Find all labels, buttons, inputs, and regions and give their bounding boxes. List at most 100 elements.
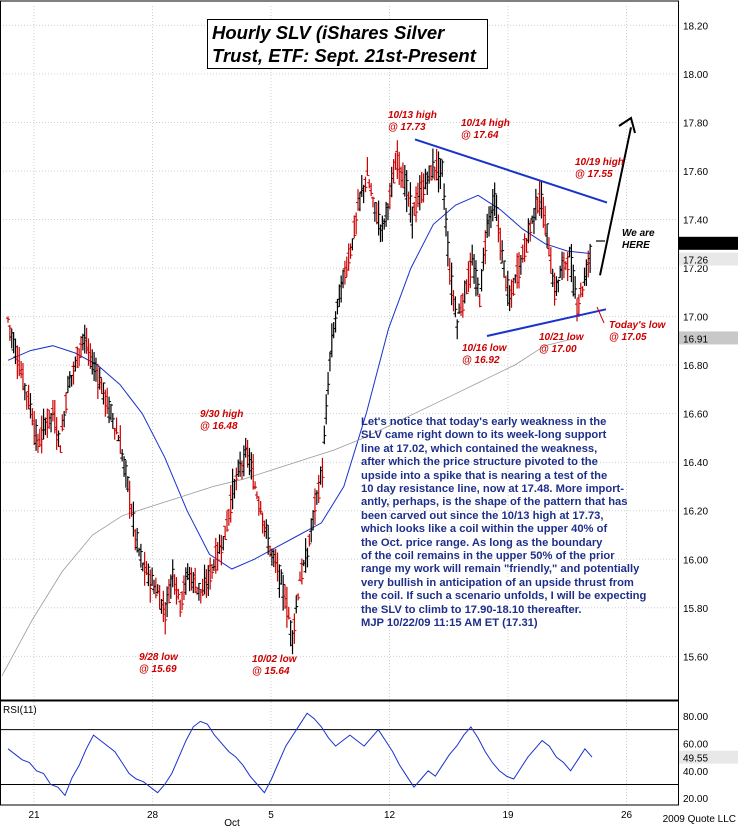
- price-bar-267: [505, 270, 510, 306]
- price-bar-227: [430, 148, 435, 179]
- price-bar-239: [453, 296, 458, 318]
- y-tick-label-6: 16.80: [683, 361, 708, 372]
- price-bar-169: [322, 425, 327, 445]
- commentary-line-2: line at 17.02, which contained the weakn…: [361, 442, 598, 455]
- price-bar-31: [64, 392, 69, 414]
- price-bar-273: [517, 252, 521, 289]
- annotation-7-line-0: 9/30 high: [200, 409, 243, 420]
- price-bar-215: [408, 182, 413, 223]
- price-bar-305: [576, 294, 581, 317]
- moving-average-2: [1, 338, 576, 676]
- rsi-tick-label-1: 40.00: [683, 767, 708, 778]
- last-price-label-2: 16.91: [683, 334, 708, 345]
- rsi-panel: [0, 712, 678, 797]
- price-bars: [6, 140, 593, 655]
- price-bar-153: [292, 613, 297, 644]
- x-tick-label-4: 19: [502, 810, 514, 821]
- price-bar-155: [296, 593, 301, 601]
- y-tick-label-9: 17.40: [683, 216, 708, 227]
- price-bar-117: [225, 510, 229, 532]
- price-bar-160: [305, 547, 310, 568]
- last-price-box-2: [679, 331, 738, 345]
- y-tick-label-2: 16.00: [683, 555, 708, 566]
- last-price-label-1: 17.26: [683, 256, 708, 267]
- price-bar-311: [588, 243, 593, 273]
- price-bar-288: [545, 223, 550, 249]
- annotation-7-line-1: @ 16.48: [200, 421, 238, 432]
- price-bar-185: [352, 215, 357, 239]
- x-tick-label-0: 21: [28, 810, 40, 821]
- price-bar-161: [307, 533, 312, 547]
- price-bar-218: [414, 186, 419, 223]
- rsi-tick-label-2: 60.00: [683, 739, 708, 750]
- last-price-box-1: [679, 252, 738, 266]
- commentary-line-1: SLV came right down to its week-long sup…: [361, 429, 607, 442]
- price-bar-9: [22, 383, 27, 401]
- price-bar-292: [552, 272, 557, 306]
- support-trendline: [486, 308, 607, 337]
- y-tick-label-13: 18.20: [683, 21, 708, 32]
- price-bar-109: [210, 564, 215, 579]
- price-bar-88: [170, 559, 175, 588]
- price-bar-253: [479, 269, 484, 292]
- price-bar-56: [110, 412, 115, 429]
- price-bar-196: [372, 202, 377, 222]
- rsi-last-box: [679, 750, 738, 764]
- title-line-2: Trust, ETF: Sept. 21st-Present: [212, 45, 476, 66]
- annotation-5-line-0: 10/16 low: [462, 343, 508, 354]
- price-bar-146: [279, 569, 284, 585]
- price-panel-frame: [0, 0, 679, 701]
- price-bar-191: [363, 176, 368, 193]
- price-bar-76: [148, 569, 153, 603]
- price-bar-92: [178, 599, 183, 617]
- price-bar-232: [440, 159, 445, 177]
- commentary-line-11: range my work will remain "friendly," an…: [361, 563, 640, 576]
- price-bar-62: [122, 456, 127, 477]
- price-bar-285: [539, 181, 544, 219]
- commentary-line-9: the Oct. price range. As long as the bou…: [361, 536, 603, 549]
- annotation-1-line-1: @ 17.64: [461, 130, 499, 141]
- annotation-3-line-0: We are: [622, 228, 655, 239]
- commentary-line-4: upside into a spike that is nearing a te…: [361, 469, 608, 482]
- price-bar-265: [502, 260, 507, 278]
- price-bar-171: [326, 372, 331, 395]
- price-bar-69: [135, 527, 140, 553]
- price-bar-255: [483, 230, 488, 265]
- annotation-9-line-0: 10/02 low: [252, 654, 298, 665]
- commentary-line-10: of the coil remains in the upper 50% of …: [361, 550, 615, 563]
- y-tick-label-10: 17.60: [683, 167, 708, 178]
- y-tick-label-4: 16.40: [683, 458, 708, 469]
- commentary-line-3: after which the price structure pivoted …: [361, 456, 598, 469]
- price-bar-170: [324, 394, 329, 425]
- price-bar-279: [528, 220, 533, 242]
- price-bar-55: [108, 403, 113, 421]
- annotation-8-line-1: @ 15.69: [139, 664, 177, 675]
- price-bar-114: [219, 534, 224, 566]
- trendlines: [414, 116, 636, 337]
- price-bar-86: [166, 579, 171, 604]
- resistance-trendline: [414, 138, 608, 204]
- price-bar-294: [556, 279, 561, 293]
- price-bar-175: [333, 311, 338, 333]
- price-bar-116: [223, 525, 228, 540]
- price-bar-194: [369, 183, 374, 197]
- projection-arrow-head: [618, 116, 636, 134]
- price-bar-77: [150, 567, 155, 586]
- price-bar-150: [286, 606, 291, 620]
- last-price-label-0: 17.30: [683, 240, 708, 251]
- x-tick-label-3: 12: [384, 810, 396, 821]
- price-bar-37: [75, 346, 80, 369]
- price-bar-186: [354, 212, 359, 235]
- price-bar-112: [215, 542, 220, 571]
- price-bar-264: [500, 240, 505, 264]
- price-bar-154: [294, 595, 299, 614]
- price-bar-49: [97, 367, 102, 390]
- y-tick-label-7: 17.00: [683, 313, 708, 324]
- annotation-8-line-0: 9/28 low: [139, 652, 179, 663]
- price-bar-260: [492, 182, 497, 216]
- price-bar-233: [442, 183, 447, 210]
- price-bar-91: [176, 588, 181, 600]
- price-bar-1: [7, 324, 12, 341]
